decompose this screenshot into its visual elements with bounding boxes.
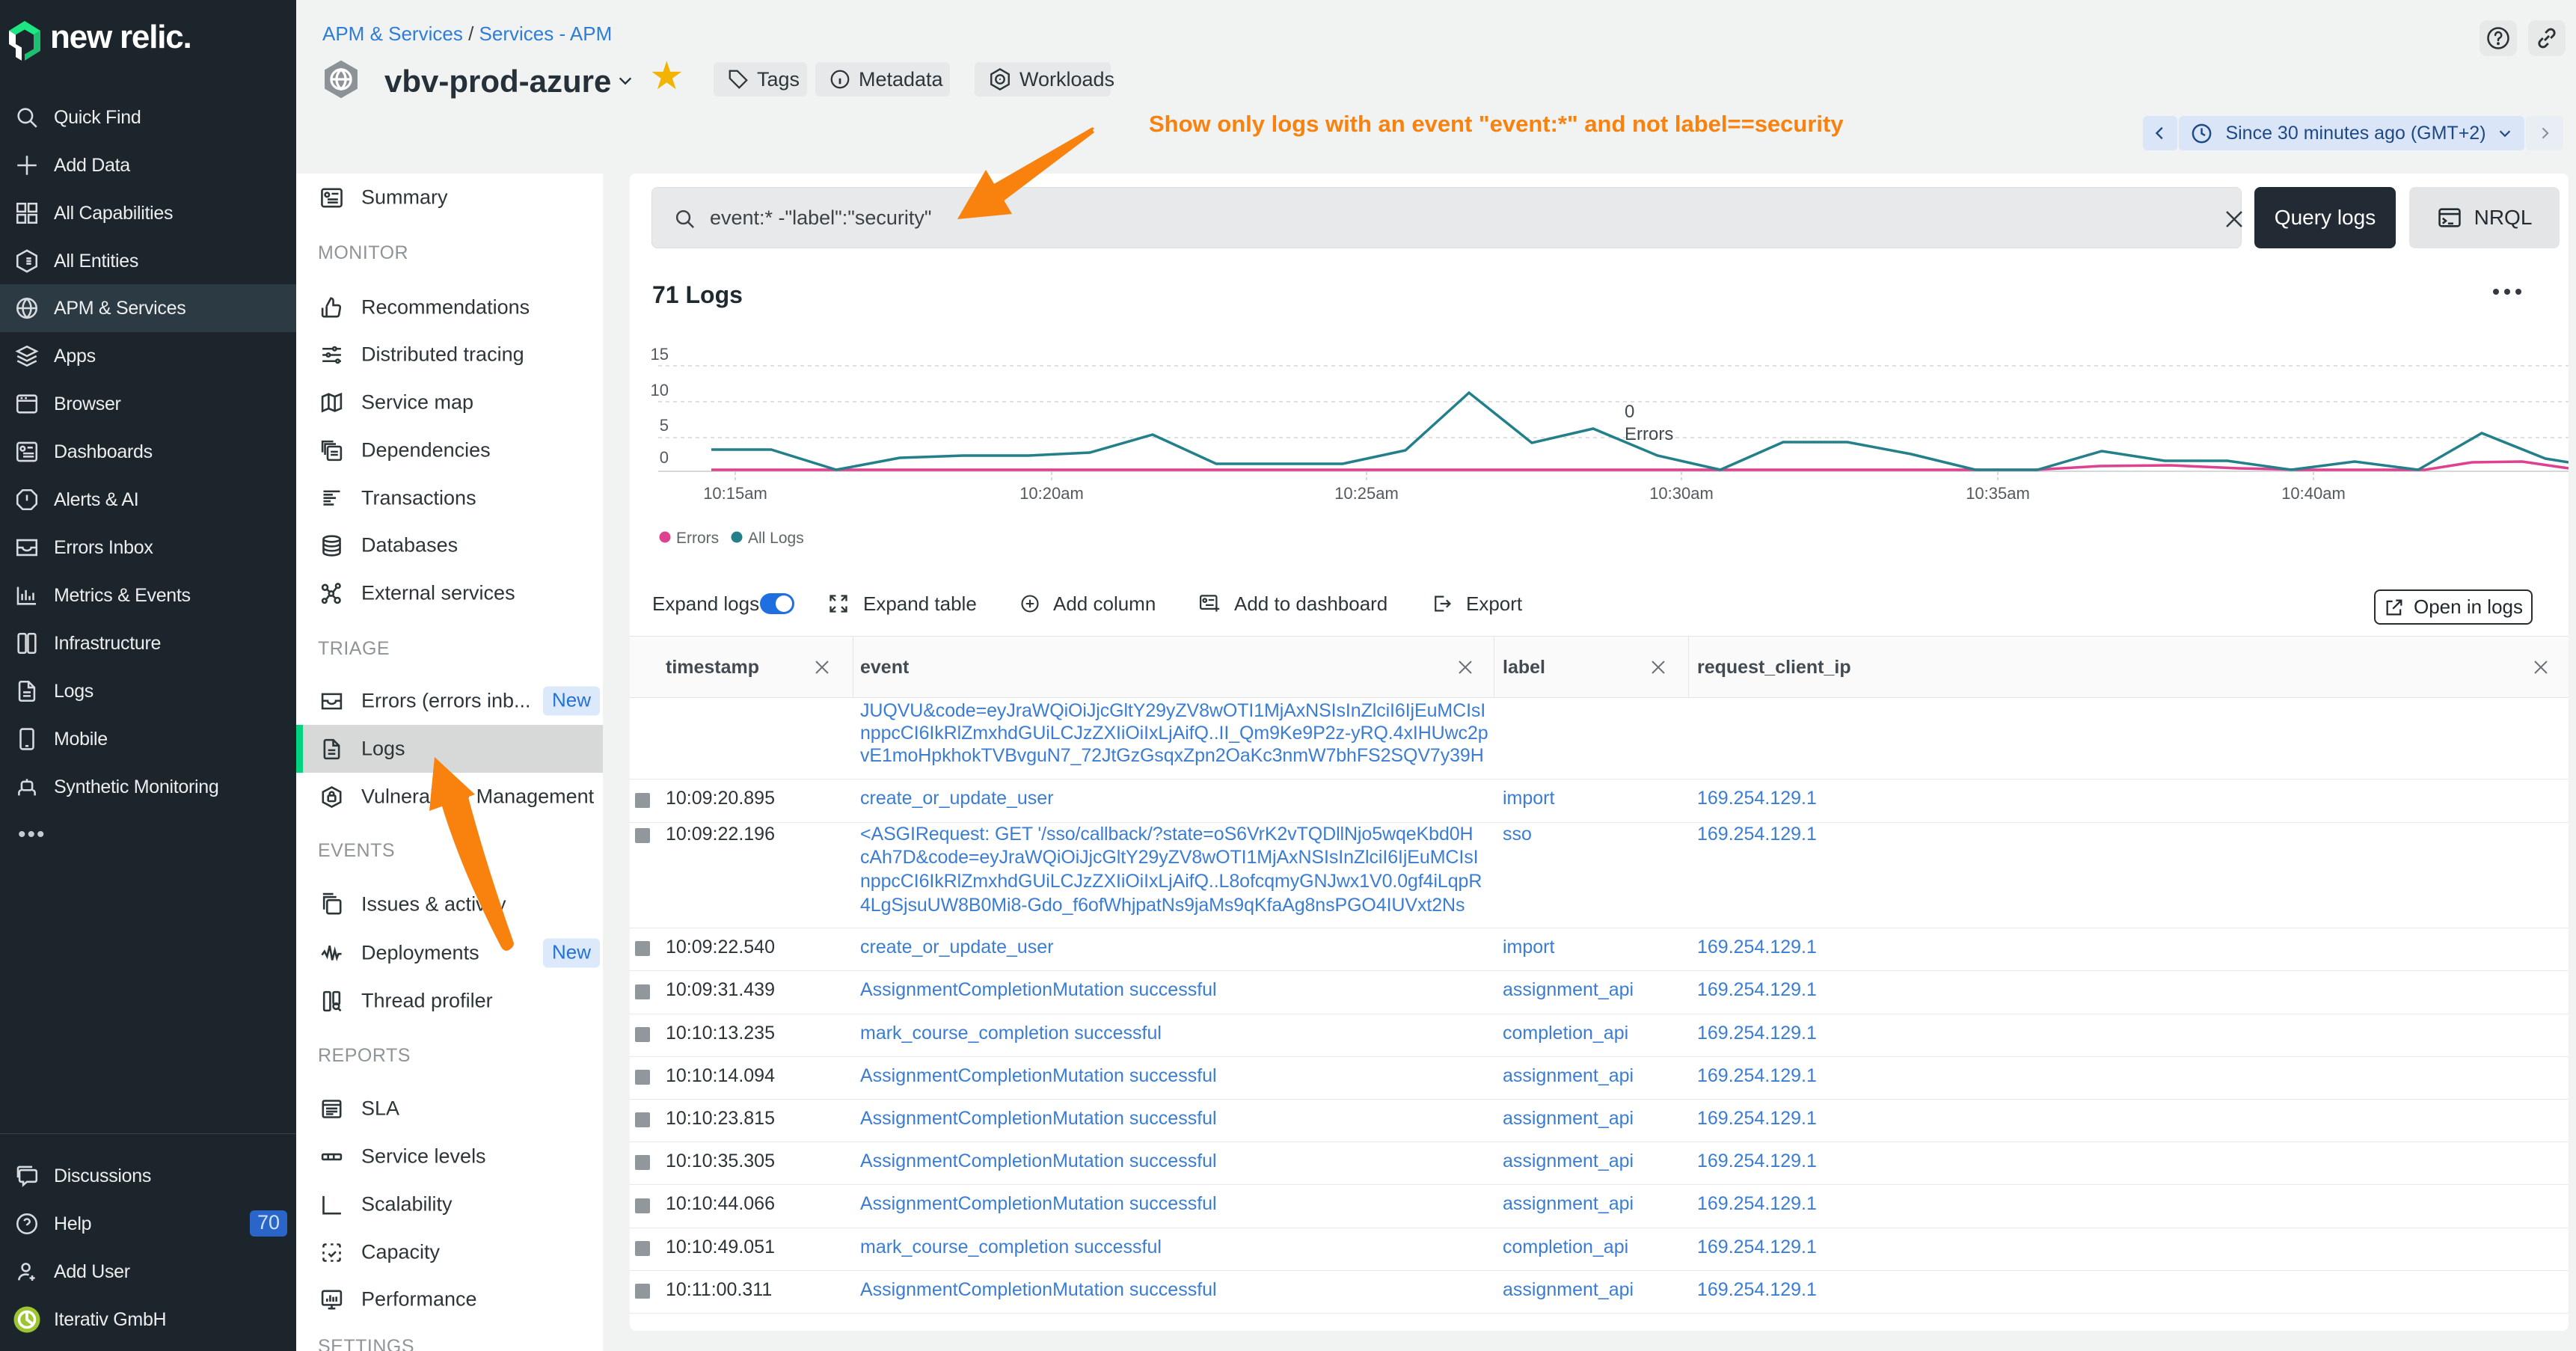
svg-text:Errors: Errors [1625, 424, 1673, 444]
svg-text:All Logs: All Logs [748, 530, 804, 547]
svg-text:15: 15 [651, 345, 669, 364]
svg-text:0: 0 [1625, 402, 1634, 422]
svg-text:10:25am: 10:25am [1334, 484, 1399, 503]
svg-text:10:30am: 10:30am [1649, 484, 1714, 503]
svg-text:10:20am: 10:20am [1019, 484, 1084, 503]
svg-text:10: 10 [651, 381, 669, 399]
svg-text:Errors: Errors [676, 530, 719, 547]
svg-text:0: 0 [660, 448, 669, 467]
svg-text:Show only logs with an event ": Show only logs with an event "event:*" a… [1149, 111, 1844, 137]
svg-text:5: 5 [660, 416, 669, 435]
svg-text:10:40am: 10:40am [2281, 484, 2346, 503]
svg-text:10:15am: 10:15am [703, 484, 767, 503]
svg-text:10:35am: 10:35am [1966, 484, 2030, 503]
